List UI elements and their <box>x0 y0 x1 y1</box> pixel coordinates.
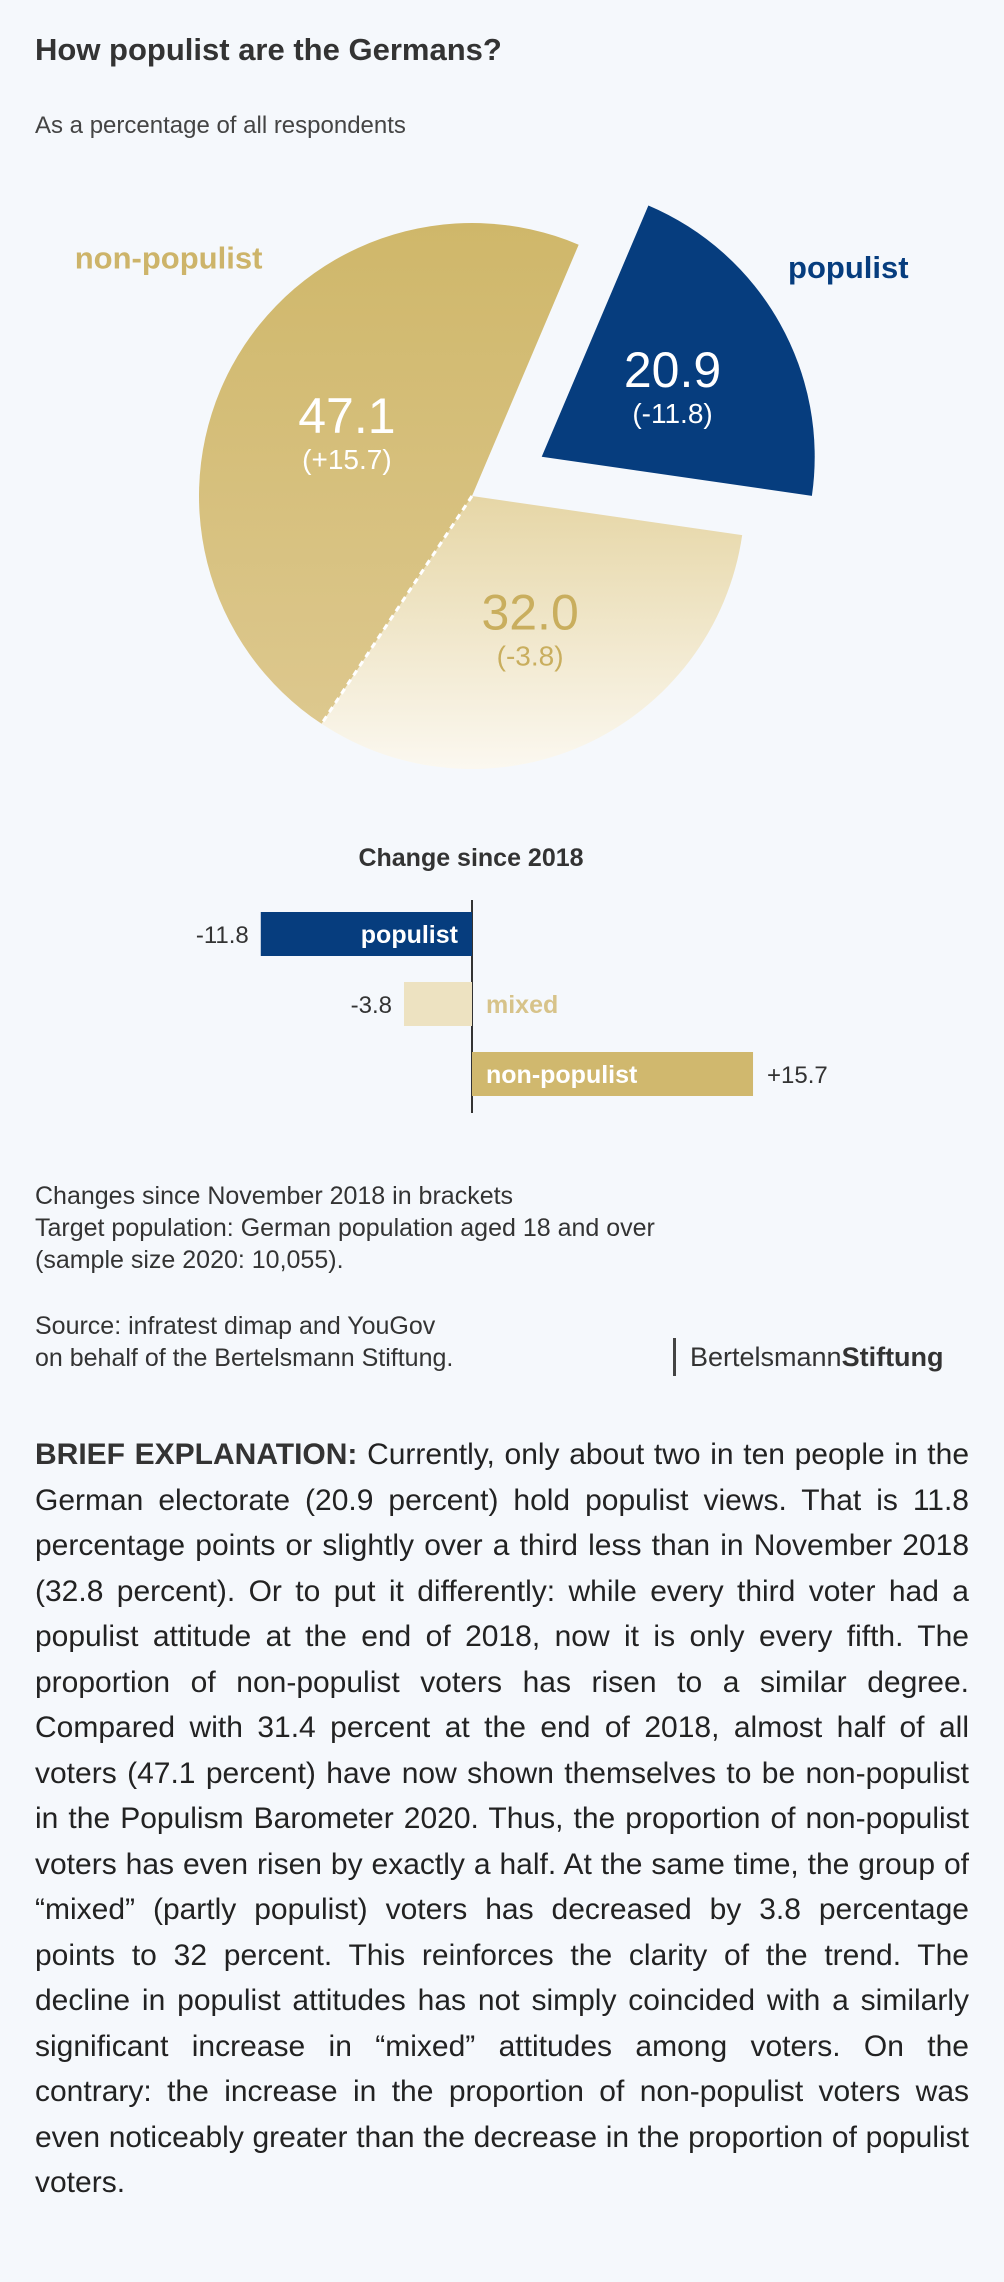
bar-category-label: populist <box>361 921 459 949</box>
explanation-lead: BRIEF EXPLANATION: <box>35 1438 358 1471</box>
source-line: Source: infratest dimap and YouGov <box>35 1312 436 1340</box>
pie-slice-populist <box>541 205 815 496</box>
logo-part2: Stiftung <box>841 1342 944 1372</box>
bar-value-label: +15.7 <box>767 1062 828 1089</box>
source-line: on behalf of the Bertelsmann Stiftung. <box>35 1344 454 1372</box>
pie-category-label: non-populist <box>75 241 263 276</box>
pie-chart: 20.9(-11.8) 32.0(-3.8) 47.1(+15.7) populist… <box>75 205 909 769</box>
pie-change-label: (-3.8) <box>497 641 564 672</box>
change-bar-chart: Change since 2018 -11.8 populist -3.8 mixed… <box>196 844 828 1113</box>
bar-chart-title: Change since 2018 <box>358 844 583 872</box>
brief-explanation: BRIEF EXPLANATION: Currently, only about… <box>35 1432 969 2206</box>
pie-change-label: (+15.7) <box>302 444 392 475</box>
pie-change-label: (-11.8) <box>632 398 712 429</box>
bar-category-label: non-populist <box>486 1061 638 1089</box>
note-line: Target population: German population age… <box>35 1214 655 1242</box>
note-line: Changes since November 2018 in brackets <box>35 1182 514 1210</box>
pie-slice-mixed <box>321 496 743 769</box>
bar-category-label: mixed <box>486 991 558 1019</box>
source-note: Source: infratest dimap and YouGov on be… <box>35 1310 453 1374</box>
bar-populist <box>260 912 472 956</box>
pie-divider <box>321 495 474 723</box>
bar-non-populist <box>472 1052 754 1096</box>
pie-slice-non-populist <box>198 222 579 724</box>
pie-value-label: 20.9 <box>624 342 721 398</box>
logo-part1: Bertelsmann <box>690 1342 842 1372</box>
chart-title: How populist are the Germans? <box>35 32 502 67</box>
bar-mixed <box>403 982 472 1026</box>
pie-value-label: 47.1 <box>298 388 395 444</box>
bertelsmann-logo: BertelsmannStiftung <box>673 1338 944 1376</box>
chart-subtitle: As a percentage of all respondents <box>35 112 406 139</box>
bar-value-label: -11.8 <box>196 922 249 949</box>
pie-value-label: 32.0 <box>481 585 578 641</box>
bar-value-label: -3.8 <box>351 992 392 1019</box>
explanation-text: Currently, only about two in ten people … <box>35 1438 970 2199</box>
note-line: (sample size 2020: 10,055). <box>35 1246 344 1274</box>
chart-notes: Changes since November 2018 in brackets … <box>35 1180 655 1276</box>
pie-category-label: populist <box>788 250 909 285</box>
